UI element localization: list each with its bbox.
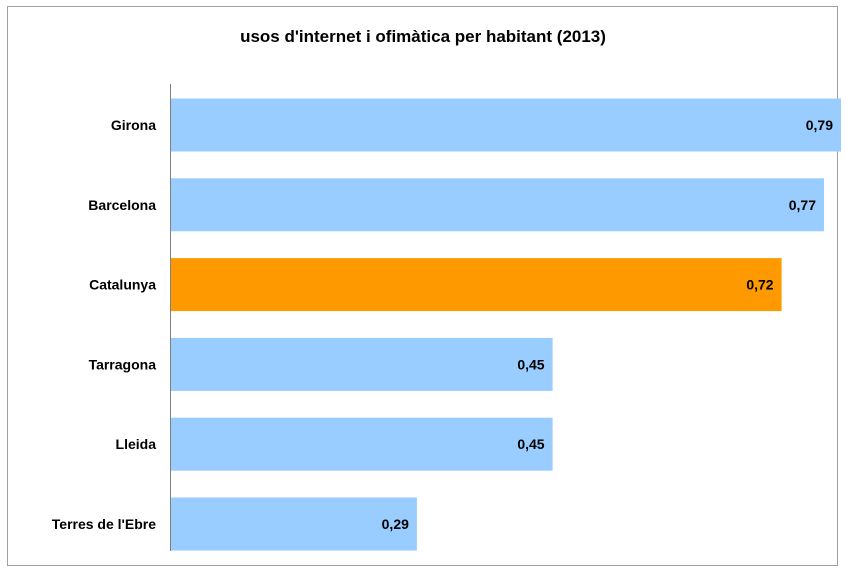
value-label: 0,29 xyxy=(382,516,409,532)
value-label: 0,45 xyxy=(517,356,544,372)
value-label: 0,72 xyxy=(746,277,773,293)
bar-tarragona xyxy=(171,337,553,391)
bar-girona xyxy=(171,98,841,152)
value-label: 0,77 xyxy=(789,197,816,213)
value-label: 0,79 xyxy=(806,117,833,133)
category-label: Terres de l'Ebre xyxy=(52,516,156,532)
category-label: Catalunya xyxy=(89,277,156,293)
chart-title: usos d'internet i ofimàtica per habitant… xyxy=(240,27,606,46)
category-label: Barcelona xyxy=(88,197,156,213)
bar-lleida xyxy=(171,417,553,471)
category-label: Tarragona xyxy=(89,356,157,372)
category-label: Lleida xyxy=(116,436,157,452)
value-label: 0,45 xyxy=(517,436,544,452)
labels-group: Girona 0,79 Barcelona 0,77 Catalunya 0,72 Tarr… xyxy=(52,117,833,532)
bar-catalunya xyxy=(171,258,782,312)
bars-group xyxy=(171,98,841,551)
bar-terres-de-l-ebre xyxy=(171,497,417,551)
category-label: Girona xyxy=(111,117,156,133)
bar-barcelona xyxy=(171,178,824,232)
